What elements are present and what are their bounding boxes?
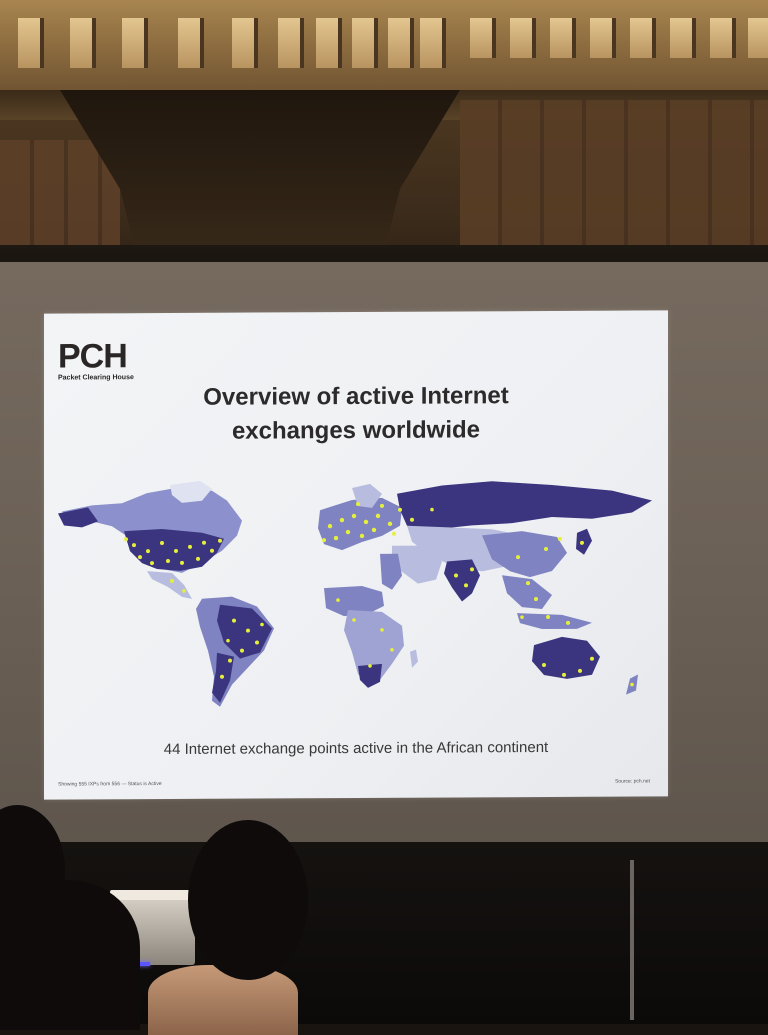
slide: PCH Packet Clearing House Overview of ac…	[44, 310, 668, 800]
slide-title: Overview of active Internet exchanges wo…	[44, 378, 668, 449]
central-america	[147, 571, 192, 599]
slide-footer-right: Source: pch.net	[614, 778, 650, 785]
japan	[576, 528, 592, 555]
china	[482, 531, 567, 578]
world-map	[58, 480, 652, 707]
brazil	[217, 604, 272, 659]
alaska	[58, 507, 98, 528]
russia	[397, 481, 652, 530]
madagascar	[410, 649, 418, 668]
wall-right	[460, 100, 768, 260]
north-africa	[324, 585, 384, 617]
audience-shirt	[148, 965, 298, 1035]
podium-top	[110, 890, 190, 900]
slide-title-line1: Overview of active Internet	[203, 382, 509, 411]
ixp-markers	[124, 501, 634, 687]
indonesia	[517, 613, 592, 630]
audience-body-left	[0, 880, 140, 1030]
ceiling	[0, 0, 768, 300]
middle-east	[392, 545, 442, 584]
slide-footer-left: Showing 555 IXPs from 556 — Status is Ac…	[58, 781, 162, 788]
device-led	[132, 962, 150, 966]
south-africa	[358, 663, 382, 688]
australia	[532, 636, 600, 679]
pch-logo: PCH Packet Clearing House	[58, 337, 134, 381]
west-africa-strip	[380, 553, 402, 590]
pillar	[60, 90, 460, 270]
mic-stand	[630, 860, 634, 1020]
audience-head-center	[188, 820, 308, 980]
slide-caption: 44 Internet exchange points active in th…	[163, 738, 549, 759]
dentil-row	[0, 18, 768, 74]
usa	[124, 529, 224, 571]
southeast-asia	[502, 575, 552, 610]
india	[444, 559, 480, 602]
slide-title-line2: exchanges worldwide	[231, 416, 481, 445]
scandinavia	[352, 483, 382, 508]
logo-text: PCH	[58, 337, 127, 376]
wall-left	[0, 140, 120, 250]
europe	[318, 497, 402, 551]
greenland	[170, 480, 212, 503]
